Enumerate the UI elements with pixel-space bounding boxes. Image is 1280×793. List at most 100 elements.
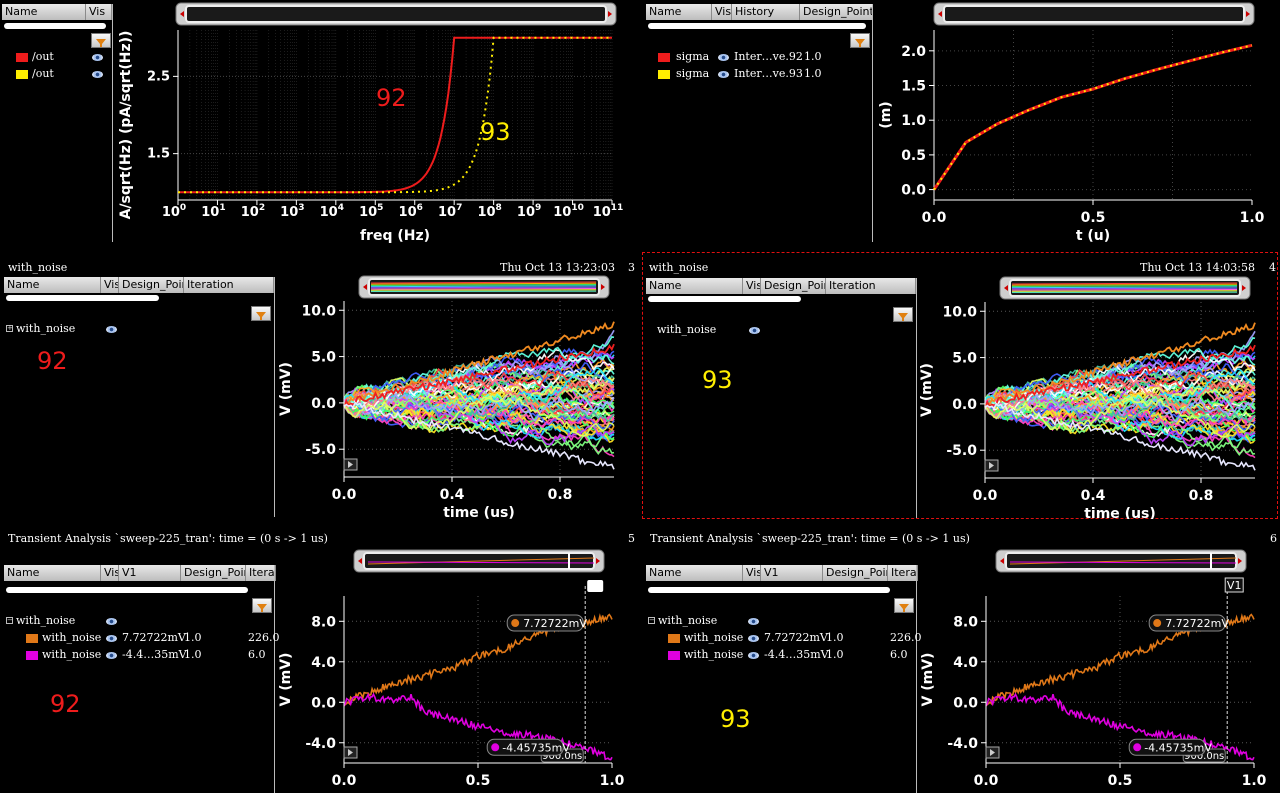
y-tick-label: 0.0 bbox=[311, 695, 336, 711]
splitter[interactable] bbox=[916, 278, 917, 518]
col-vis[interactable]: Vis bbox=[86, 4, 112, 20]
col-name[interactable]: Name bbox=[4, 565, 101, 581]
col-design-point[interactable]: Design_Point bbox=[119, 277, 184, 293]
legend-header: Name Vis Design_Point Iteration bbox=[4, 277, 274, 293]
filter-icon[interactable] bbox=[91, 33, 111, 48]
filter-icon[interactable] bbox=[850, 33, 870, 48]
col-name[interactable]: Name bbox=[646, 278, 743, 294]
visibility-eye-icon[interactable] bbox=[106, 326, 117, 333]
visibility-eye-icon[interactable] bbox=[748, 652, 759, 659]
legend-row[interactable]: with_noise 7.72722mV 1.0 226.0 bbox=[668, 630, 922, 646]
marker-dot bbox=[1133, 743, 1142, 752]
legend-row[interactable]: with_noise -4.4…35mV 1.0 6.0 bbox=[26, 647, 276, 663]
x-tick-label: 0.4 bbox=[1081, 488, 1106, 504]
col-vis[interactable]: Vis bbox=[743, 278, 761, 294]
noise-spectrum-chart[interactable]: 100 101 102 103 104 105 106 107 108 109 1010 1011 1.… bbox=[114, 0, 640, 245]
sigma-chart[interactable]: 0.0 0.5 1.0 0.0 0.5 1.0 1.5 2.0 t (u) (m) bbox=[874, 0, 1280, 245]
splitter[interactable] bbox=[872, 4, 873, 242]
transient-mc-chart[interactable]: 0.0 0.4 0.8 10.0 5.0 0.0 -5.0 time (us) V (mV) bbox=[276, 273, 640, 520]
visibility-eye-icon[interactable] bbox=[106, 652, 117, 659]
overview-scrollbar[interactable] bbox=[933, 2, 1255, 26]
splitter[interactable] bbox=[274, 565, 275, 793]
col-iteration[interactable]: Iteration bbox=[826, 278, 916, 294]
col-v1[interactable]: V1 bbox=[761, 565, 823, 581]
filter-icon[interactable] bbox=[252, 598, 272, 613]
overview-trace bbox=[1011, 285, 1238, 287]
col-iteration[interactable]: Iteration bbox=[246, 565, 276, 581]
collapse-icon[interactable]: − bbox=[648, 616, 655, 624]
legend-scrollbar[interactable] bbox=[648, 587, 890, 593]
marker-value: 7.72722mV bbox=[523, 617, 587, 630]
play-button[interactable] bbox=[343, 746, 358, 759]
legend-scrollbar[interactable] bbox=[648, 296, 801, 302]
scroll-left-icon bbox=[1000, 558, 1004, 564]
col-vis[interactable]: Vis bbox=[101, 565, 119, 581]
x-tick-label: 0.8 bbox=[1189, 488, 1214, 504]
filter-icon[interactable] bbox=[251, 306, 271, 321]
x-tick-label: 1.0 bbox=[1240, 210, 1265, 226]
y-tick-label: 1.5 bbox=[147, 147, 170, 162]
overview-scrollbar[interactable] bbox=[175, 2, 617, 26]
scrollbar-thumb bbox=[943, 5, 1245, 23]
pane-2: Name Vis History Design_Point sigma Inte… bbox=[642, 0, 1280, 245]
pane-4: with_noise Thu Oct 13 14:03:58 4 Name Vi… bbox=[642, 252, 1278, 519]
legend-scrollbar[interactable] bbox=[6, 295, 159, 301]
marker-top: 7.72722mV bbox=[1148, 614, 1229, 632]
col-iteration[interactable]: Iteration bbox=[888, 565, 918, 581]
col-name[interactable]: Name bbox=[646, 565, 743, 581]
vertical-cursor[interactable]: V1 900.0ns bbox=[1182, 577, 1244, 763]
legend-row[interactable]: with_noise 7.72722mV 1.0 226.0 bbox=[26, 630, 280, 646]
expand-icon[interactable]: + bbox=[6, 324, 13, 332]
col-name[interactable]: Name bbox=[2, 4, 86, 20]
transient-mc-chart[interactable]: 0.0 0.4 0.8 10.0 5.0 0.0 -5.0 time (us) V (mV) bbox=[917, 274, 1277, 519]
pane-index: 6 bbox=[1270, 532, 1277, 545]
col-vis[interactable]: Vis bbox=[712, 4, 732, 20]
pane-timestamp: Thu Oct 13 13:23:03 bbox=[500, 261, 615, 274]
play-button[interactable] bbox=[985, 746, 1000, 759]
visibility-eye-icon[interactable] bbox=[106, 618, 117, 625]
visibility-eye-icon[interactable] bbox=[748, 618, 759, 625]
tree-label: with_noise bbox=[16, 614, 76, 627]
legend-scrollbar[interactable] bbox=[4, 23, 106, 29]
splitter[interactable] bbox=[916, 565, 917, 793]
visibility-eye-icon[interactable] bbox=[718, 54, 729, 61]
visibility-eye-icon[interactable] bbox=[718, 71, 729, 78]
filter-icon[interactable] bbox=[893, 307, 913, 322]
col-vis[interactable]: Vis bbox=[743, 565, 761, 581]
color-swatch bbox=[26, 651, 38, 660]
splitter[interactable] bbox=[274, 277, 275, 517]
col-design-point[interactable]: Design_Point bbox=[181, 565, 246, 581]
x-tick-label: 1011 bbox=[593, 203, 624, 220]
tree-label: with_noise bbox=[657, 323, 717, 336]
col-design-point[interactable]: Design_Point bbox=[800, 4, 873, 20]
filter-icon[interactable] bbox=[894, 598, 914, 613]
col-design-point[interactable]: Design_Point bbox=[761, 278, 826, 294]
col-iteration[interactable]: Iteration bbox=[184, 277, 274, 293]
visibility-eye-icon[interactable] bbox=[92, 54, 103, 61]
col-design-point[interactable]: Design_Point bbox=[823, 565, 888, 581]
col-vis[interactable]: Vis bbox=[101, 277, 119, 293]
y-tick-label: -4.0 bbox=[947, 736, 978, 752]
visibility-eye-icon[interactable] bbox=[749, 327, 760, 334]
visibility-eye-icon[interactable] bbox=[106, 635, 117, 642]
legend-scrollbar[interactable] bbox=[648, 23, 866, 29]
play-button[interactable] bbox=[984, 459, 999, 472]
scroll-right-icon bbox=[608, 11, 612, 17]
play-button[interactable] bbox=[343, 458, 358, 471]
visibility-eye-icon[interactable] bbox=[92, 71, 103, 78]
visibility-eye-icon[interactable] bbox=[748, 635, 759, 642]
series-annotation: 92 bbox=[376, 84, 407, 112]
splitter[interactable] bbox=[112, 4, 113, 242]
y-tick-label: 0.0 bbox=[953, 695, 978, 711]
scroll-right-icon bbox=[1246, 11, 1250, 17]
collapse-icon[interactable]: − bbox=[6, 616, 13, 624]
col-name[interactable]: Name bbox=[646, 4, 712, 20]
legend-scrollbar[interactable] bbox=[6, 587, 248, 593]
col-name[interactable]: Name bbox=[4, 277, 101, 293]
y-tick-label: 5.0 bbox=[952, 351, 977, 367]
legend-row[interactable]: with_noise -4.4…35mV 1.0 6.0 bbox=[668, 647, 918, 663]
col-v1[interactable]: V1 bbox=[119, 565, 181, 581]
col-history[interactable]: History bbox=[732, 4, 800, 20]
